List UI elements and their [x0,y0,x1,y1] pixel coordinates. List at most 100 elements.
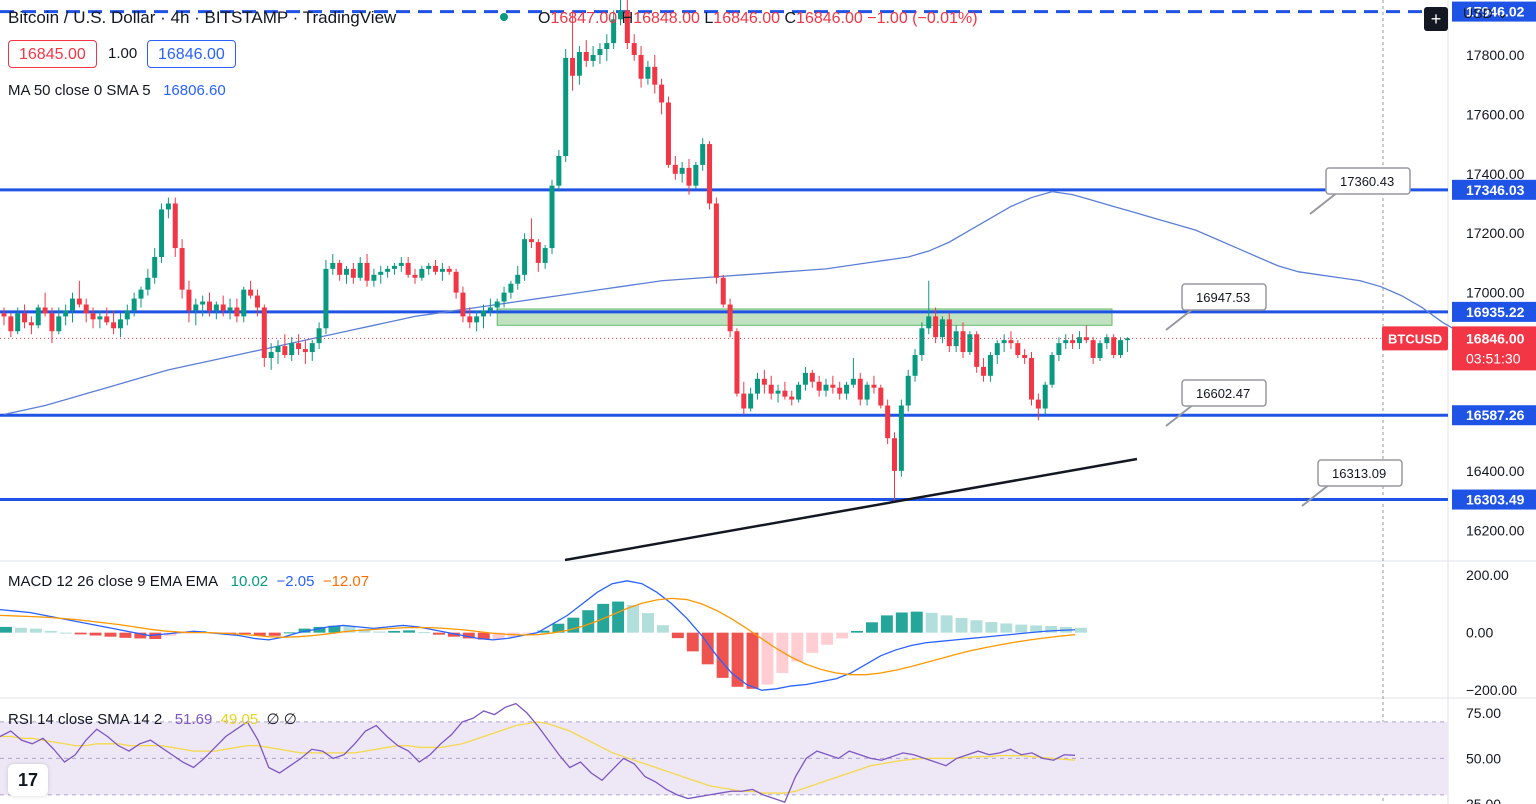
symbol-title[interactable]: Bitcoin / U.S. Dollar · 4h · BITSTAMP · … [8,8,397,27]
candle-body [296,343,302,350]
candle-body [1008,340,1014,344]
candle-body [631,43,637,55]
rsi-axis-tick: 75.00 [1466,705,1501,721]
candle-body [926,316,932,329]
macd-histogram-bar [59,632,72,634]
candle-body [994,343,1000,356]
candle-body [1076,337,1082,344]
macd-signal-value: −12.07 [322,573,370,590]
candle-body [90,313,96,320]
macd-axis-tick: 0.00 [1466,625,1493,641]
candle-body [8,316,14,332]
macd-histogram-bar [686,632,699,652]
candle-body [453,271,459,293]
macd-histogram-bar [865,622,878,633]
price-axis-tick: 17400.00 [1466,166,1525,182]
candle-body [179,248,185,290]
candle-body [857,378,863,400]
candle-body [700,144,706,165]
candle-body [885,405,891,439]
candle-body [741,393,747,409]
candle-body [515,274,521,284]
macd-histogram-bar [746,632,759,689]
level-price-label: 16935.22 [1466,304,1525,320]
level-price-label: 17946.02 [1466,4,1525,20]
currency-selector[interactable]: USD ⌄ [1463,5,1508,22]
candle-body [186,289,192,311]
candle-body [960,331,966,353]
candle-body [597,49,603,55]
macd-label: MACD 12 26 close 9 EMA EMA [8,573,219,590]
candle-body [152,256,158,278]
candle-body [405,262,411,275]
macd-histogram-bar [701,632,714,665]
candle-body [1015,343,1021,356]
candle-body [145,277,151,290]
plus-icon[interactable]: + [1424,7,1448,31]
macd-histogram-bar [388,630,401,633]
candle-body [474,316,480,323]
candle-body [261,307,267,358]
candle-body [556,155,562,186]
candle-body [117,319,123,329]
candle-body [460,292,466,317]
macd-histogram-bar [761,632,774,685]
candle-body [433,265,439,272]
tradingview-logo: 17 [8,764,48,796]
candle-body [967,334,973,353]
candle-body [446,268,452,272]
candle-body [172,203,178,249]
candle-body [200,301,206,305]
rsi-extra-value: ∅ ∅ [266,711,297,728]
candle-body [97,316,103,320]
candle-body [782,390,788,397]
rsi-legend[interactable]: RSI 14 close SMA 14 2 51.69 49.05 ∅ ∅ [8,710,297,728]
macd-histogram-bar [925,612,938,633]
symbol-tag-bg [1382,326,1448,351]
candle-body [49,313,55,332]
price-axis-tick: 16400.00 [1466,463,1525,479]
candle-body [227,307,233,311]
buy-button[interactable]: 16846.00 [147,40,236,68]
macd-line-value: −2.05 [276,573,315,590]
candle-body [528,239,534,243]
low-label: L [704,10,714,27]
candle-body [802,372,808,385]
candle-body [213,304,219,311]
candle-body [138,289,144,299]
ma-legend[interactable]: MA 50 close 0 SMA 5 16806.60 [8,82,226,99]
sell-button[interactable]: 16845.00 [8,40,97,68]
candle-body [241,289,247,317]
candle-body [611,19,617,44]
low-value: 16846.00 [713,10,781,27]
macd-histogram-bar [567,617,580,633]
candle-body [350,268,356,278]
callout-label: 16602.47 [1196,386,1250,401]
rsi-line [0,702,1076,803]
macd-histogram-bar [29,628,42,633]
candle-body [604,43,610,50]
candle-body [83,304,89,314]
candle-body [131,298,137,311]
candle-body [56,316,62,332]
candle-body [165,203,171,210]
macd-legend[interactable]: MACD 12 26 close 9 EMA EMA 10.02 −2.05 −… [8,573,369,590]
candle-body [412,274,418,278]
candle-body [330,262,336,269]
candle-body [522,239,528,275]
candle-body [494,301,500,308]
candle-body [378,271,384,275]
candle-body [878,387,884,406]
macd-histogram-bar [791,632,804,662]
candle-body [1049,355,1055,385]
candle-body [645,66,651,79]
candle-body [1118,340,1124,356]
candle-body [282,346,288,356]
macd-histogram-bar [1075,627,1087,633]
callout-pointer [1301,483,1331,507]
change-value: −1.00 (−0.01%) [867,10,978,27]
candle-body [419,268,425,278]
candle-body [344,268,349,275]
macd-histogram-bar [806,632,819,653]
